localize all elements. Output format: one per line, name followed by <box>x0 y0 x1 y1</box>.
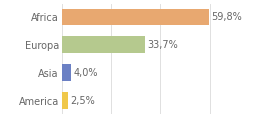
Text: 2,5%: 2,5% <box>70 96 95 106</box>
Bar <box>62 92 68 109</box>
Text: 4,0%: 4,0% <box>73 68 98 78</box>
Bar <box>62 64 71 81</box>
Text: 33,7%: 33,7% <box>147 40 178 50</box>
Text: 59,8%: 59,8% <box>211 12 242 22</box>
Bar <box>62 36 145 53</box>
Bar <box>62 9 209 25</box>
